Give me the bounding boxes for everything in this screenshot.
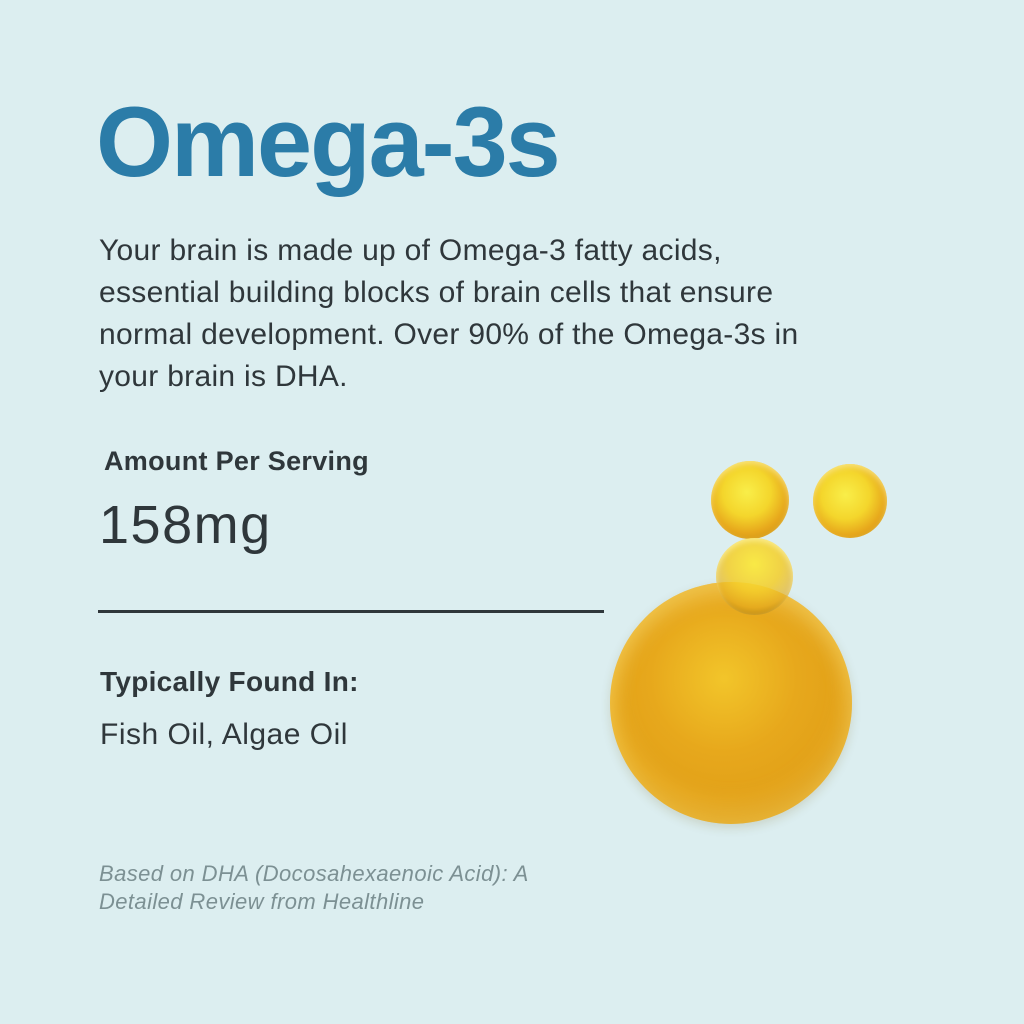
intro-line: normal development. Over 90% of the Omeg… (99, 318, 799, 351)
intro-line: Your brain is made up of Omega-3 fatty a… (99, 234, 722, 267)
intro-line: your brain is DHA. (99, 360, 348, 393)
found-in-value: Fish Oil, Algae Oil (100, 718, 348, 751)
oil-droplet-large-icon (610, 582, 852, 824)
page-title: Omega-3s (96, 86, 561, 197)
divider-line (98, 610, 604, 613)
footnote-line: Based on DHA (Docosahexaenoic Acid): A (99, 861, 529, 886)
intro-line: essential building blocks of brain cells… (99, 276, 774, 309)
source-footnote: Based on DHA (Docosahexaenoic Acid): A D… (99, 860, 529, 916)
intro-paragraph: Your brain is made up of Omega-3 fatty a… (99, 230, 798, 398)
serving-amount-value: 158mg (99, 495, 272, 555)
footnote-line: Detailed Review from Healthline (99, 889, 425, 914)
typically-found-in-label: Typically Found In: (100, 666, 359, 697)
oil-droplet-medium-icon (716, 538, 793, 615)
oil-droplet-small-icon (711, 461, 789, 539)
amount-per-serving-label: Amount Per Serving (104, 446, 369, 476)
oil-droplet-small-icon (813, 464, 887, 538)
